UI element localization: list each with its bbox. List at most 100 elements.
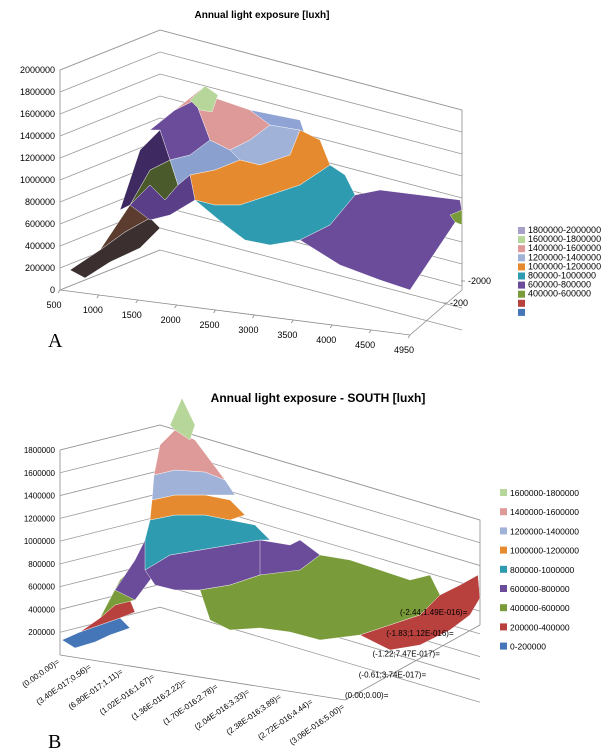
x-tick-a: 3000	[238, 325, 258, 335]
chart-a-title: Annual light exposure [luxh]	[194, 10, 329, 21]
x-tick-a: 4000	[316, 335, 336, 345]
z-tick-b: 800000	[28, 560, 55, 569]
x-tick-a: 2500	[200, 320, 220, 330]
surface-b-red-edge	[359, 574, 481, 651]
z-tick-b: 1400000	[24, 492, 56, 501]
legend-label-b: 0-200000	[510, 642, 546, 652]
z-tick-a: 600000	[25, 219, 55, 229]
chart-b-panel-label: B	[48, 731, 61, 751]
legend-swatch-a	[518, 281, 525, 289]
legend-swatch-a	[518, 308, 525, 316]
x-tick-a: 2000	[161, 315, 181, 325]
z-tick-a: 2000000	[20, 65, 55, 75]
x-tickmark-a	[174, 304, 177, 309]
x-tickmark-a	[368, 329, 372, 334]
legend-label-a: 800000-1000000	[528, 271, 596, 281]
y-tick-b: (-2.44;1.49E-016)=	[400, 608, 468, 617]
legend-swatch-b	[500, 642, 507, 650]
x-tick-a: 3500	[277, 330, 297, 340]
legend-swatch-a	[518, 245, 525, 253]
chart-b: Annual light exposure - SOUTH [luxh] 200…	[20, 391, 579, 751]
legend-label-b: 1400000-1600000	[510, 507, 579, 517]
gridline-a	[59, 29, 463, 111]
surface-a-purple-left	[129, 174, 196, 221]
chart-b-surface	[61, 397, 481, 651]
y-tick-b: (-1.83;1.12E-016)=	[386, 629, 454, 638]
legend-label-a: 1800000-2000000	[528, 225, 601, 235]
chart-b-title: Annual light exposure - SOUTH [luxh]	[211, 391, 426, 405]
legend-label-a: 1200000-1400000	[528, 252, 601, 262]
legend-label-a: 400000-600000	[528, 289, 591, 299]
x-tick-a: 4500	[355, 340, 375, 350]
gridline-b	[59, 424, 481, 521]
legend-label-b: 600000-800000	[510, 584, 570, 594]
y-tick-a: -200	[450, 298, 468, 308]
y-tick-a: -2000	[468, 276, 491, 286]
legend-swatch-a	[518, 227, 525, 234]
legend-swatch-a	[518, 290, 525, 298]
z-tick-b: 1200000	[24, 514, 56, 523]
chart-a-y-ticks: -2000 -200	[443, 276, 491, 308]
z-tick-b: 400000	[28, 605, 55, 614]
legend-swatch-b	[500, 508, 507, 516]
gridline-a	[59, 95, 463, 177]
y-tick-b: (-1.22;7.47E-017)=	[373, 650, 441, 659]
y-tick-b: (-0.61;3.74E-017)=	[359, 670, 427, 679]
x-tickmark-a	[135, 299, 139, 304]
legend-label-a: 1600000-1800000	[528, 234, 601, 244]
legend-swatch-b	[500, 527, 507, 535]
x-tick-a: 1500	[122, 310, 142, 320]
legend-label-b: 1000000-1200000	[510, 546, 579, 556]
z-tick-a: 1000000	[20, 175, 55, 185]
legend-swatch-b	[500, 585, 507, 592]
chart-a-x-ticks: 500 1000 1500 2000 2500 3000 3500 4000 4500 4950	[46, 289, 414, 355]
z-tick-b: 1000000	[24, 537, 56, 546]
legend-swatch-a	[518, 254, 525, 262]
legend-label-b: 800000-1000000	[510, 565, 575, 575]
z-tick-a: 800000	[25, 197, 55, 207]
chart-a-panel-label: A	[48, 330, 63, 352]
surface-b-green-peak	[169, 397, 196, 441]
legend-swatch-b	[500, 604, 507, 612]
y-tick-b: (0.00;0.00)=	[345, 691, 389, 700]
chart-b-floor-front	[59, 624, 481, 701]
x-tick-a: 4950	[394, 345, 414, 355]
x-tickmark-a	[329, 324, 333, 329]
gridline-a	[59, 73, 463, 155]
surface-a-green-edge	[449, 209, 463, 226]
legend-label-b: 400000-600000	[510, 603, 570, 613]
z-tick-a: 200000	[25, 263, 55, 273]
legend-swatch-a	[518, 263, 525, 271]
legend-label-b: 200000-400000	[510, 622, 570, 632]
z-tick-b: 200000	[28, 628, 55, 637]
z-tick-b: 1800000	[24, 446, 56, 455]
x-tickmark-a	[57, 289, 61, 294]
legend-swatch-a	[518, 299, 525, 307]
z-tick-a: 400000	[25, 241, 55, 251]
legend-swatch-b	[500, 565, 507, 573]
z-tick-a: 1600000	[20, 109, 55, 119]
x-tickmark-a	[407, 334, 411, 339]
z-tick-b: 1600000	[24, 469, 56, 478]
chart-b-x-ticks: (0.00;0.00)=(3.40E-017;0.56)=(6.80E-017;…	[20, 657, 346, 747]
chart-b-z-ticks: 200000 400000 600000 800000 1000000 1200000 14…	[24, 446, 56, 637]
chart-b-y-ticks: (-2.44;1.49E-016)= (-1.83;1.12E-016)= (-1.…	[345, 608, 468, 700]
gridline-b	[59, 447, 481, 544]
chart-a-floor-front	[59, 289, 463, 336]
chart-a-surface	[69, 85, 463, 291]
gridline-a	[59, 117, 463, 199]
legend-label-a: 1400000-1600000	[528, 243, 601, 253]
z-tick-a: 1400000	[20, 131, 55, 141]
legend-label-b: 1200000-1400000	[510, 526, 579, 536]
z-tick-b: 600000	[28, 583, 55, 592]
chart-a-legend: 1800000-20000001600000-18000001400000-16…	[518, 225, 601, 316]
legend-label-b: 1600000-1800000	[510, 488, 579, 498]
legend-label-a: 600000-800000	[528, 280, 591, 290]
z-tick-a: 1800000	[20, 87, 55, 97]
surface-b-pink	[153, 429, 226, 481]
z-tick-a: 0	[50, 285, 55, 295]
legend-swatch-b	[500, 546, 507, 554]
x-tickmark-a	[213, 309, 216, 314]
